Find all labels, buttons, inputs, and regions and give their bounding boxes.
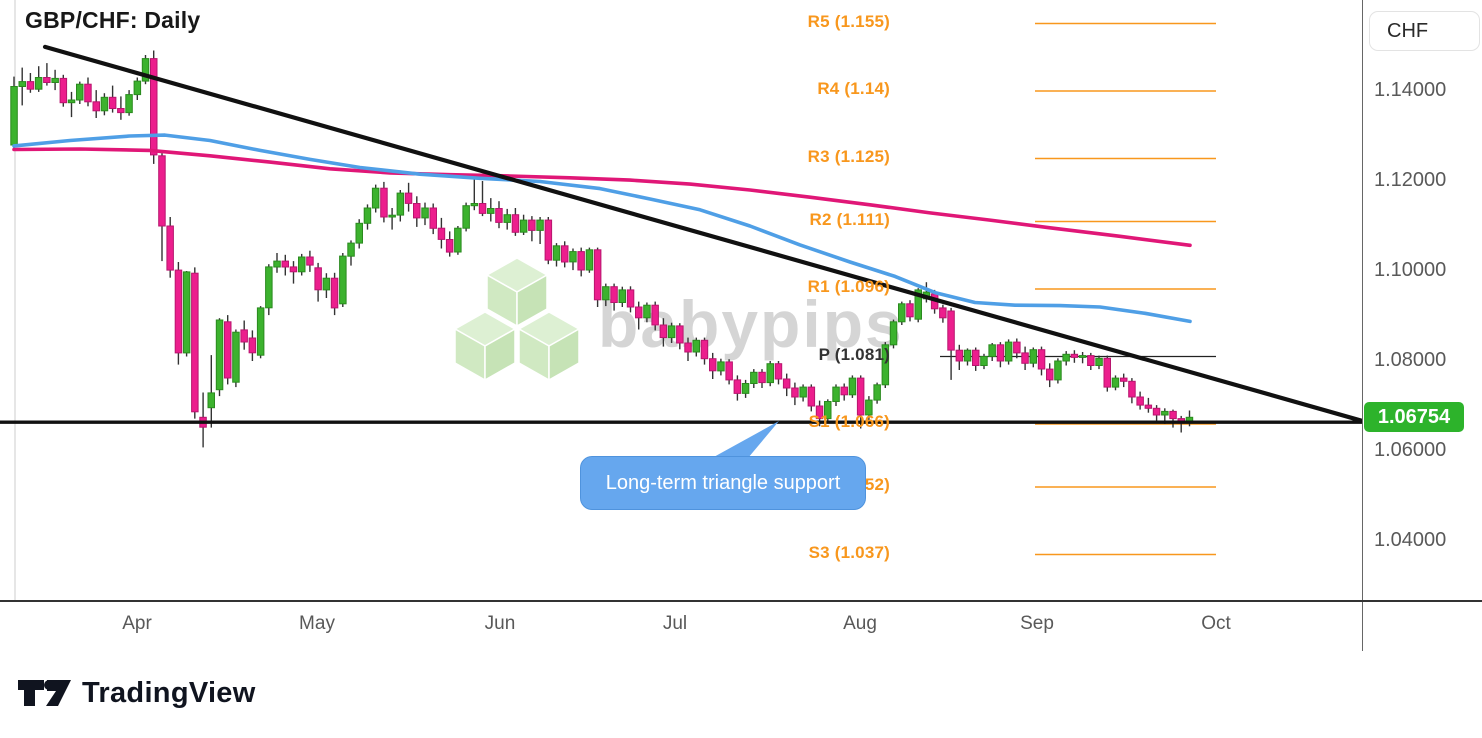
price-tick-1.08000: 1.08000 — [1374, 349, 1447, 371]
price-tick-1.06000: 1.06000 — [1374, 439, 1447, 461]
price-tick-1.10000: 1.10000 — [1374, 259, 1447, 281]
price-tick-1.12000: 1.12000 — [1374, 169, 1447, 191]
time-axis[interactable]: Apr May Jun Jul Aug Sep Oct — [0, 600, 1482, 653]
svg-text:babypips: babypips — [598, 287, 904, 361]
tradingview-logo-text: TradingView — [82, 676, 256, 709]
footer: TradingView — [0, 651, 1482, 738]
month-label-apr: Apr — [122, 613, 152, 634]
month-label-jun: Jun — [484, 613, 516, 634]
pivot-label-r2: R2 (1.111) — [809, 209, 890, 229]
tradingview-logo-icon — [18, 680, 71, 706]
pivot-label-s3: S3 (1.037) — [808, 542, 890, 562]
price-chart-area[interactable]: babypips R5 (1.155) R4 (1.14) R3 (1.125) R2… — [0, 0, 1365, 600]
pivot-label-r1: R1 (1.096) — [807, 277, 890, 296]
price-tick-1.14000: 1.14000 — [1374, 79, 1447, 101]
axis-divider — [1362, 602, 1363, 652]
month-label-oct: Oct — [1201, 613, 1231, 634]
pivot-label-r5: R5 (1.155) — [807, 11, 890, 31]
pivot-label-p: P (1.081) — [818, 344, 890, 364]
month-label-may: May — [299, 613, 335, 634]
month-label-jul: Jul — [662, 613, 688, 634]
price-tick-1.04000: 1.04000 — [1374, 529, 1447, 551]
support-callout[interactable]: Long-term triangle support — [580, 456, 866, 510]
pivot-label-r4: R4 (1.14) — [817, 79, 890, 98]
callout-tail — [712, 421, 779, 458]
chart-title: GBP/CHF: Daily — [25, 7, 201, 33]
pivot-label-r3: R3 (1.125) — [807, 146, 890, 166]
candlestick-plot[interactable]: babypips — [0, 0, 1365, 605]
month-label-aug: Aug — [843, 613, 877, 634]
tradingview-logo[interactable]: TradingView — [16, 671, 256, 715]
currency-unit-label: CHF — [1369, 11, 1480, 51]
price-axis[interactable]: CHF 1.14000 1.12000 1.10000 1.08000 1.06000 1… — [1362, 0, 1482, 651]
last-price-badge: 1.06754 — [1364, 402, 1464, 433]
pivot-label-s1: S1 (1.066) — [808, 412, 890, 431]
month-label-sep: Sep — [1020, 613, 1054, 634]
